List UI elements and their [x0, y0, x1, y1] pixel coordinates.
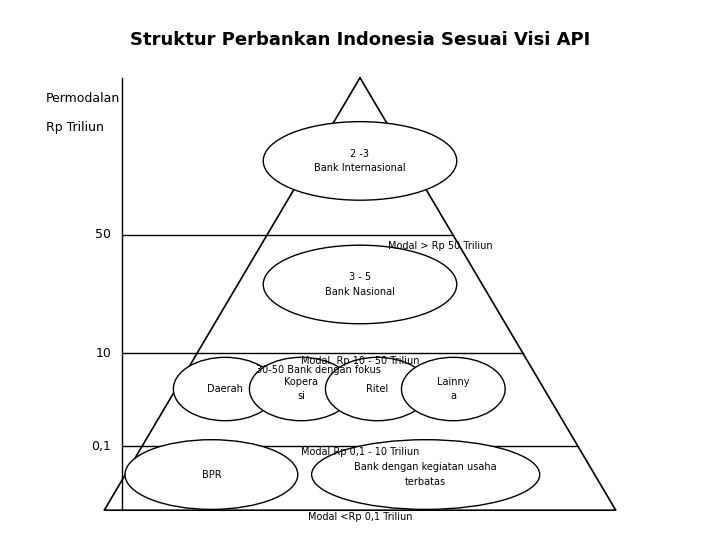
Text: si: si	[297, 391, 305, 401]
Text: BPR: BPR	[202, 470, 221, 480]
Text: Kopera: Kopera	[284, 377, 318, 387]
Text: Modal Rp 0,1 - 10 Triliun: Modal Rp 0,1 - 10 Triliun	[301, 447, 419, 457]
Text: terbatas: terbatas	[405, 477, 446, 487]
Ellipse shape	[264, 122, 456, 200]
Text: Modal <Rp 0,1 Triliun: Modal <Rp 0,1 Triliun	[307, 512, 413, 522]
Ellipse shape	[312, 440, 540, 509]
Ellipse shape	[402, 357, 505, 421]
Text: 2 -3: 2 -3	[351, 149, 369, 159]
Text: 0,1: 0,1	[91, 440, 111, 453]
Text: Struktur Perbankan Indonesia Sesuai Visi API: Struktur Perbankan Indonesia Sesuai Visi…	[130, 31, 590, 49]
Ellipse shape	[174, 357, 277, 421]
Ellipse shape	[125, 440, 298, 509]
Text: Bank dengan kegiatan usaha: Bank dengan kegiatan usaha	[354, 462, 497, 472]
Text: Modal > Rp 50 Triliun: Modal > Rp 50 Triliun	[387, 241, 492, 252]
Text: Lainny: Lainny	[437, 377, 469, 387]
Text: Rp Triliun: Rp Triliun	[45, 120, 104, 133]
Ellipse shape	[249, 357, 353, 421]
Text: Daerah: Daerah	[207, 384, 243, 394]
Ellipse shape	[264, 245, 456, 324]
Text: 10: 10	[95, 347, 111, 360]
Text: Bank Internasional: Bank Internasional	[314, 163, 406, 173]
Text: Permodalan: Permodalan	[45, 92, 120, 105]
Text: Modal  Rp 10 - 50 Triliun: Modal Rp 10 - 50 Triliun	[301, 355, 419, 366]
Text: 50: 50	[95, 228, 111, 241]
Ellipse shape	[325, 357, 429, 421]
Text: Bank Nasional: Bank Nasional	[325, 287, 395, 296]
Text: 30-50 Bank dengan fokus: 30-50 Bank dengan fokus	[256, 365, 381, 375]
Text: a: a	[450, 391, 456, 401]
Text: 3 - 5: 3 - 5	[349, 272, 371, 282]
Text: Ritel: Ritel	[366, 384, 388, 394]
